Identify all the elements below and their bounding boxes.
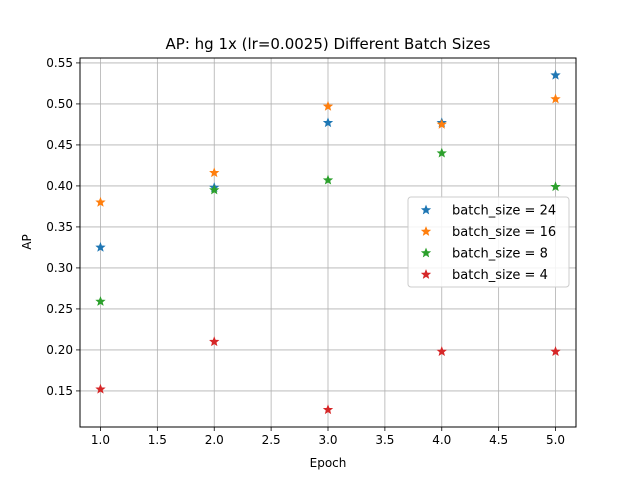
data-point bbox=[322, 404, 334, 415]
data-point bbox=[550, 181, 561, 192]
data-point bbox=[436, 346, 447, 356]
data-point bbox=[550, 346, 561, 356]
legend: batch_size = 24 batch_size = 16 batch_size… bbox=[407, 196, 570, 288]
legend-marker bbox=[420, 269, 432, 279]
data-points bbox=[95, 69, 561, 415]
data-point bbox=[95, 383, 106, 394]
x-tick-label: 5.0 bbox=[546, 433, 565, 447]
chart-title: AP: hg 1x (lr=0.0025) Different Batch Si… bbox=[166, 35, 491, 53]
y-tick-label: 0.55 bbox=[46, 56, 73, 70]
legend-box bbox=[407, 196, 570, 288]
x-tick-label: 4.5 bbox=[489, 433, 508, 447]
series-2 bbox=[95, 147, 561, 306]
y-tick-label: 0.30 bbox=[46, 261, 73, 275]
x-axis-ticks: 1.0 1.5 2.0 2.5 3.0 3.5 4.0 4.5 5.0 bbox=[91, 427, 565, 447]
data-point bbox=[550, 69, 561, 80]
legend-marker bbox=[420, 204, 432, 215]
grid bbox=[80, 58, 576, 427]
x-tick-label: 4.0 bbox=[432, 433, 451, 447]
y-tick-label: 0.20 bbox=[46, 343, 73, 357]
legend-marker bbox=[420, 226, 432, 236]
data-point bbox=[322, 100, 334, 111]
y-tick-label: 0.45 bbox=[46, 138, 73, 152]
data-point bbox=[550, 93, 561, 104]
y-axis-ticks: 0.15 0.20 0.25 0.30 0.35 0.40 0.45 0.50 0.55 bbox=[46, 56, 80, 398]
legend-marker bbox=[420, 247, 432, 258]
data-point bbox=[209, 184, 220, 195]
data-point bbox=[95, 196, 106, 207]
data-point bbox=[322, 117, 334, 128]
x-tick-label: 1.5 bbox=[148, 433, 167, 447]
x-tick-label: 3.0 bbox=[318, 433, 337, 447]
data-point bbox=[209, 167, 220, 178]
data-point bbox=[436, 119, 447, 129]
x-tick-label: 1.0 bbox=[91, 433, 110, 447]
data-point bbox=[209, 336, 220, 347]
y-axis-label: AP bbox=[20, 234, 34, 249]
legend-label: batch_size = 4 bbox=[452, 268, 548, 283]
y-tick-label: 0.25 bbox=[46, 302, 73, 316]
data-point bbox=[436, 147, 447, 158]
y-tick-label: 0.50 bbox=[46, 97, 73, 111]
series-1 bbox=[95, 93, 561, 207]
x-tick-label: 2.5 bbox=[262, 433, 281, 447]
series-3 bbox=[95, 336, 561, 415]
y-tick-label: 0.40 bbox=[46, 179, 73, 193]
data-point bbox=[322, 174, 334, 185]
data-point bbox=[95, 242, 106, 252]
x-tick-label: 2.0 bbox=[205, 433, 224, 447]
legend-label: batch_size = 24 bbox=[452, 204, 556, 219]
x-tick-label: 3.5 bbox=[375, 433, 394, 447]
y-tick-label: 0.35 bbox=[46, 220, 73, 234]
legend-label: batch_size = 16 bbox=[452, 225, 556, 240]
data-point bbox=[95, 296, 106, 306]
legend-label: batch_size = 8 bbox=[452, 247, 548, 262]
x-axis-label: Epoch bbox=[310, 456, 347, 470]
y-tick-label: 0.15 bbox=[46, 384, 73, 398]
